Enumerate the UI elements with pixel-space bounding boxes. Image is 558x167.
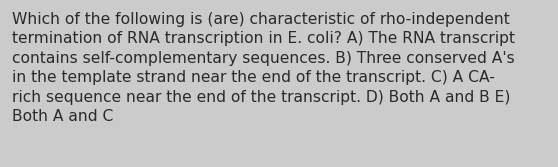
Text: Which of the following is (are) characteristic of rho-independent
termination of: Which of the following is (are) characte… — [12, 12, 515, 124]
